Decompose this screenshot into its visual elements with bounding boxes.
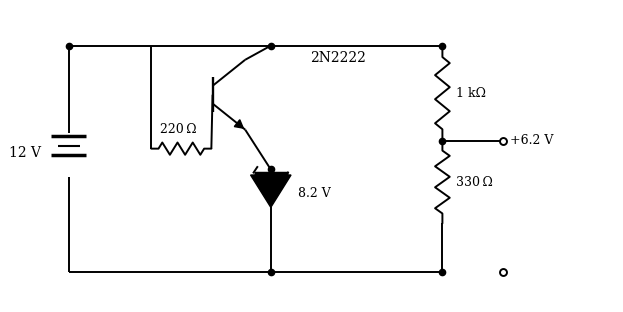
Text: 12 V: 12 V: [9, 146, 41, 160]
Text: +6.2 V: +6.2 V: [510, 134, 553, 147]
Text: 1 kΩ: 1 kΩ: [456, 87, 486, 100]
Text: 330 Ω: 330 Ω: [456, 176, 493, 188]
Polygon shape: [250, 175, 291, 207]
Polygon shape: [234, 120, 243, 128]
Text: 8.2 V: 8.2 V: [298, 187, 331, 200]
Text: 2N2222: 2N2222: [310, 51, 366, 65]
Text: 220 Ω: 220 Ω: [160, 123, 197, 136]
